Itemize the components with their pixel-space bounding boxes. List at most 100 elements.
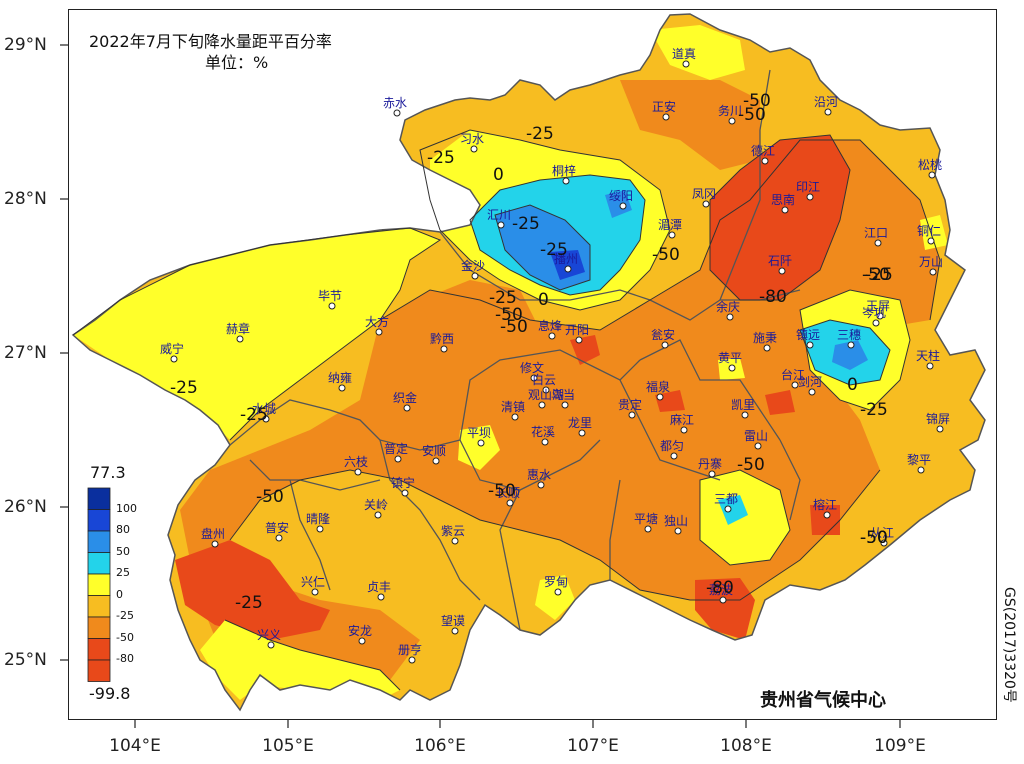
contour-value-label: -80 — [706, 578, 734, 598]
city-marker — [619, 202, 627, 210]
city-label: 沿河 — [814, 95, 839, 109]
city-label: 剑河 — [798, 375, 823, 389]
city-marker — [719, 596, 727, 604]
city-marker — [781, 206, 789, 214]
city-label: 水城 — [252, 402, 277, 416]
city-label: 织金 — [393, 391, 418, 405]
legend-level-label: 25 — [116, 566, 130, 579]
lat-tick-29: 29°N — [4, 35, 47, 55]
city-marker — [477, 439, 485, 447]
contour-value-label: -50 — [495, 305, 523, 325]
city-marker — [578, 429, 586, 437]
contour-value-label: -80 — [759, 287, 787, 307]
city-label: 纳雍 — [328, 371, 353, 385]
city-marker — [661, 341, 669, 349]
city-marker — [451, 627, 459, 635]
contour-value-label: -50 — [256, 487, 284, 507]
city-label: 独山 — [664, 514, 689, 528]
city-label: 绥阳 — [609, 189, 634, 203]
city-marker — [394, 455, 402, 463]
contour-value-label: -50 — [652, 245, 680, 265]
city-label: 镇宁 — [391, 476, 416, 490]
city-label: 白云 — [532, 373, 557, 387]
city-marker — [726, 313, 734, 321]
city-label: 播州 — [554, 252, 579, 266]
city-label: 清镇 — [501, 400, 526, 414]
city-marker — [724, 505, 732, 513]
city-label: 威宁 — [160, 342, 185, 356]
city-marker — [375, 328, 383, 336]
city-label: 贵定 — [618, 398, 643, 412]
city-label: 石阡 — [768, 254, 793, 268]
city-label: 金沙 — [461, 259, 486, 273]
city-label: 龙里 — [568, 416, 593, 430]
city-marker — [656, 393, 664, 401]
lon-tick-105: 105°E — [262, 736, 314, 756]
city-marker — [506, 499, 514, 507]
city-marker — [670, 452, 678, 460]
contour-value-label: 0 — [847, 375, 858, 395]
city-marker — [471, 272, 479, 280]
legend-level-label: 100 — [116, 501, 137, 515]
city-label: 开阳 — [565, 323, 590, 337]
city-marker — [354, 468, 362, 476]
city-marker — [537, 481, 545, 489]
city-label: 息烽 — [538, 319, 563, 333]
city-label: 岑巩 — [862, 306, 887, 320]
city-marker — [824, 108, 832, 116]
city-marker — [530, 374, 538, 382]
city-marker — [338, 384, 346, 392]
contour-value-label: -50 — [738, 105, 766, 125]
city-label: 毕节 — [318, 289, 343, 303]
city-marker — [668, 231, 676, 239]
city-label: 兴仁 — [301, 575, 326, 589]
city-label: 晴隆 — [306, 512, 331, 526]
map-frame — [68, 9, 997, 720]
city-marker — [680, 426, 688, 434]
city-label: 修文 — [520, 361, 545, 375]
city-label: 赫章 — [226, 322, 251, 336]
city-label: 荔波 — [709, 583, 734, 597]
city-marker — [374, 511, 382, 519]
contour-value-label: -25 — [865, 265, 893, 285]
city-label: 思南 — [771, 193, 796, 207]
city-label: 湄潭 — [658, 218, 683, 232]
unit-label: 单位：% — [205, 53, 269, 72]
legend-swatch — [87, 659, 111, 682]
contour-value-label: 0 — [493, 165, 504, 185]
city-marker — [806, 341, 814, 349]
city-marker — [917, 466, 925, 474]
city-label: 凯里 — [731, 398, 756, 412]
contour-value-label: -25 — [240, 405, 268, 425]
city-marker — [564, 265, 572, 273]
city-marker — [874, 239, 882, 247]
contour-value-label: -25 — [860, 400, 888, 420]
city-label: 丹寨 — [698, 457, 723, 471]
city-marker — [211, 540, 219, 548]
city-marker — [682, 60, 690, 68]
city-marker — [575, 336, 583, 344]
contour-value-label: -25 — [489, 288, 517, 308]
city-marker — [236, 335, 244, 343]
city-label: 道真 — [672, 47, 697, 61]
city-label: 万山 — [919, 255, 944, 269]
city-label: 黎平 — [907, 453, 932, 467]
city-marker — [401, 489, 409, 497]
city-marker — [554, 588, 562, 596]
city-marker — [708, 470, 716, 478]
contour-value-label: -50 — [737, 455, 765, 475]
city-marker — [728, 364, 736, 372]
city-label: 黔西 — [430, 332, 455, 346]
city-label: 榕江 — [813, 498, 838, 512]
city-marker — [267, 641, 275, 649]
lon-tick-107: 107°E — [567, 736, 619, 756]
contour-value-label: -25 — [512, 214, 540, 234]
city-marker — [728, 117, 736, 125]
city-label: 罗甸 — [544, 575, 569, 589]
city-marker — [562, 177, 570, 185]
city-label: 观山湖 — [528, 388, 565, 402]
contour-value-label: 0 — [538, 290, 549, 310]
city-marker — [880, 539, 888, 547]
contour-value-label: -50 — [860, 528, 888, 548]
